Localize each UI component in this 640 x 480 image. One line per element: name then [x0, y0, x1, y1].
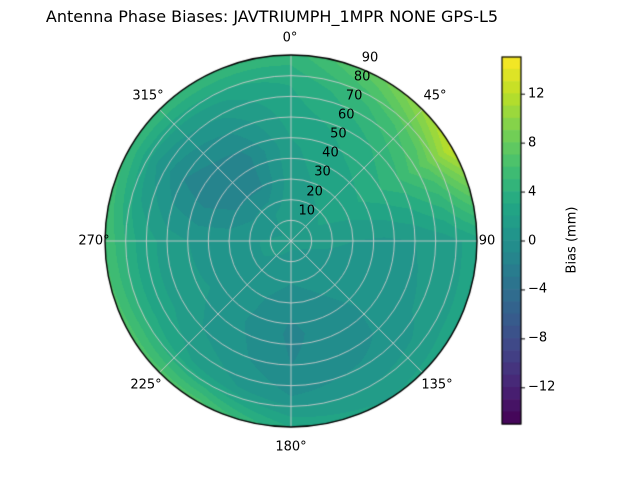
theta-tick-label: 135°: [421, 377, 453, 393]
radial-tick-label: 10: [298, 203, 316, 219]
chart-title: Antenna Phase Biases: JAVTRIUMPH_1MPR NO…: [45, 7, 499, 26]
radial-tick-label: 90: [361, 50, 379, 66]
radial-tick-label: 50: [330, 126, 347, 142]
colorbar-tick-label: 12: [528, 86, 545, 102]
radial-tick-label: 20: [306, 184, 323, 200]
theta-tick-label: 0°: [282, 30, 298, 46]
theta-tick-label: 180°: [275, 439, 307, 455]
theta-tick-label: 315°: [132, 88, 164, 104]
colorbar-tick-label: 8: [528, 135, 537, 151]
colorbar-tick-label: −4: [528, 281, 548, 297]
theta-tick-label: 270°: [78, 233, 110, 249]
radial-tick-label: 80: [353, 69, 371, 85]
radial-tick-label: 30: [314, 164, 331, 180]
radial-tick-label: 40: [322, 145, 339, 161]
theta-tick-label: 45°: [423, 88, 447, 104]
colorbar-tick-label: 0: [528, 233, 537, 248]
theta-tick-label: 225°: [130, 377, 162, 393]
colorbar-tick-label: 4: [528, 184, 537, 200]
theta-tick-label: 90: [478, 233, 496, 249]
colorbar-axis-label: Bias (mm): [564, 206, 580, 274]
radial-tick-label: 60: [337, 107, 355, 123]
radial-tick-label: 70: [345, 88, 363, 104]
colorbar-tick-label: −8: [528, 330, 548, 346]
colorbar-tick-label: −12: [528, 379, 556, 395]
